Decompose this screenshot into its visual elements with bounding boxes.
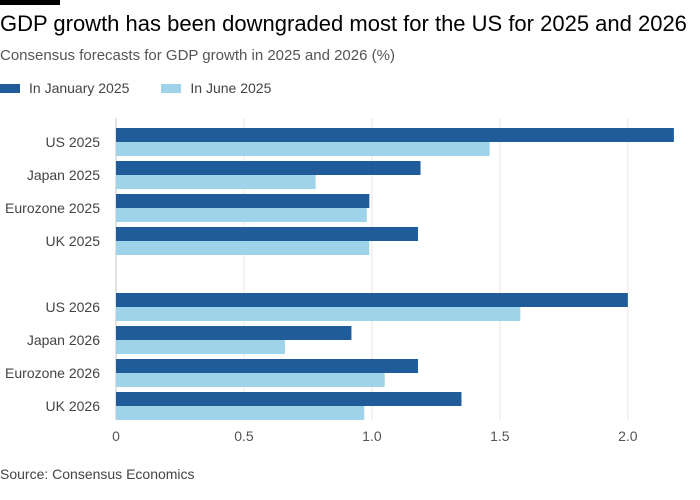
x-tick-label: 0.5: [234, 428, 254, 444]
x-axis-ticks: 0 0.5 1.0 1.5 2.0: [112, 428, 638, 444]
bar-june: [116, 142, 490, 156]
category-label: Eurozone 2026: [5, 365, 100, 381]
legend-label-january: In January 2025: [29, 80, 130, 96]
bar-june: [116, 208, 367, 222]
bars: [116, 128, 674, 420]
category-label: US 2025: [46, 134, 101, 150]
chart-legend: In January 2025 In June 2025: [0, 80, 303, 96]
chart-subtitle: Consensus forecasts for GDP growth in 20…: [0, 47, 395, 64]
category-label: Japan 2025: [27, 167, 100, 183]
bar-january: [116, 161, 421, 175]
legend-swatch-january: [0, 83, 20, 93]
legend-label-june: In June 2025: [190, 80, 272, 96]
bar-january: [116, 359, 418, 373]
x-tick-label: 0: [112, 428, 120, 444]
bar-june: [116, 373, 385, 387]
category-label: Eurozone 2025: [5, 200, 100, 216]
bar-june: [116, 340, 285, 354]
bar-june: [116, 175, 316, 189]
legend-item-january: In January 2025: [0, 80, 129, 96]
legend-item-june: In June 2025: [161, 80, 271, 96]
category-label: UK 2026: [46, 398, 101, 414]
bar-june: [116, 307, 521, 321]
bar-january: [116, 293, 628, 307]
legend-swatch-june: [161, 83, 182, 93]
x-tick-label: 1.0: [362, 428, 382, 444]
source-note: Source: Consensus Economics: [0, 466, 195, 482]
bar-june: [116, 241, 370, 255]
brand-bar: [0, 0, 60, 5]
bar-january: [116, 227, 418, 241]
category-label: Japan 2026: [27, 332, 100, 348]
x-tick-label: 2.0: [618, 428, 638, 444]
bar-june: [116, 406, 365, 420]
category-label: UK 2025: [46, 233, 101, 249]
bar-january: [116, 392, 462, 406]
category-label: US 2026: [46, 299, 101, 315]
bar-chart: US 2025 Japan 2025 Eurozone 2025 UK 2025 US …: [5, 118, 674, 444]
bar-january: [116, 194, 370, 208]
x-tick-label: 1.5: [490, 428, 510, 444]
bar-january: [116, 128, 674, 142]
category-labels: US 2025 Japan 2025 Eurozone 2025 UK 2025 US …: [5, 134, 100, 414]
bar-january: [116, 326, 352, 340]
chart-title: GDP growth has been downgraded most for …: [0, 11, 687, 36]
